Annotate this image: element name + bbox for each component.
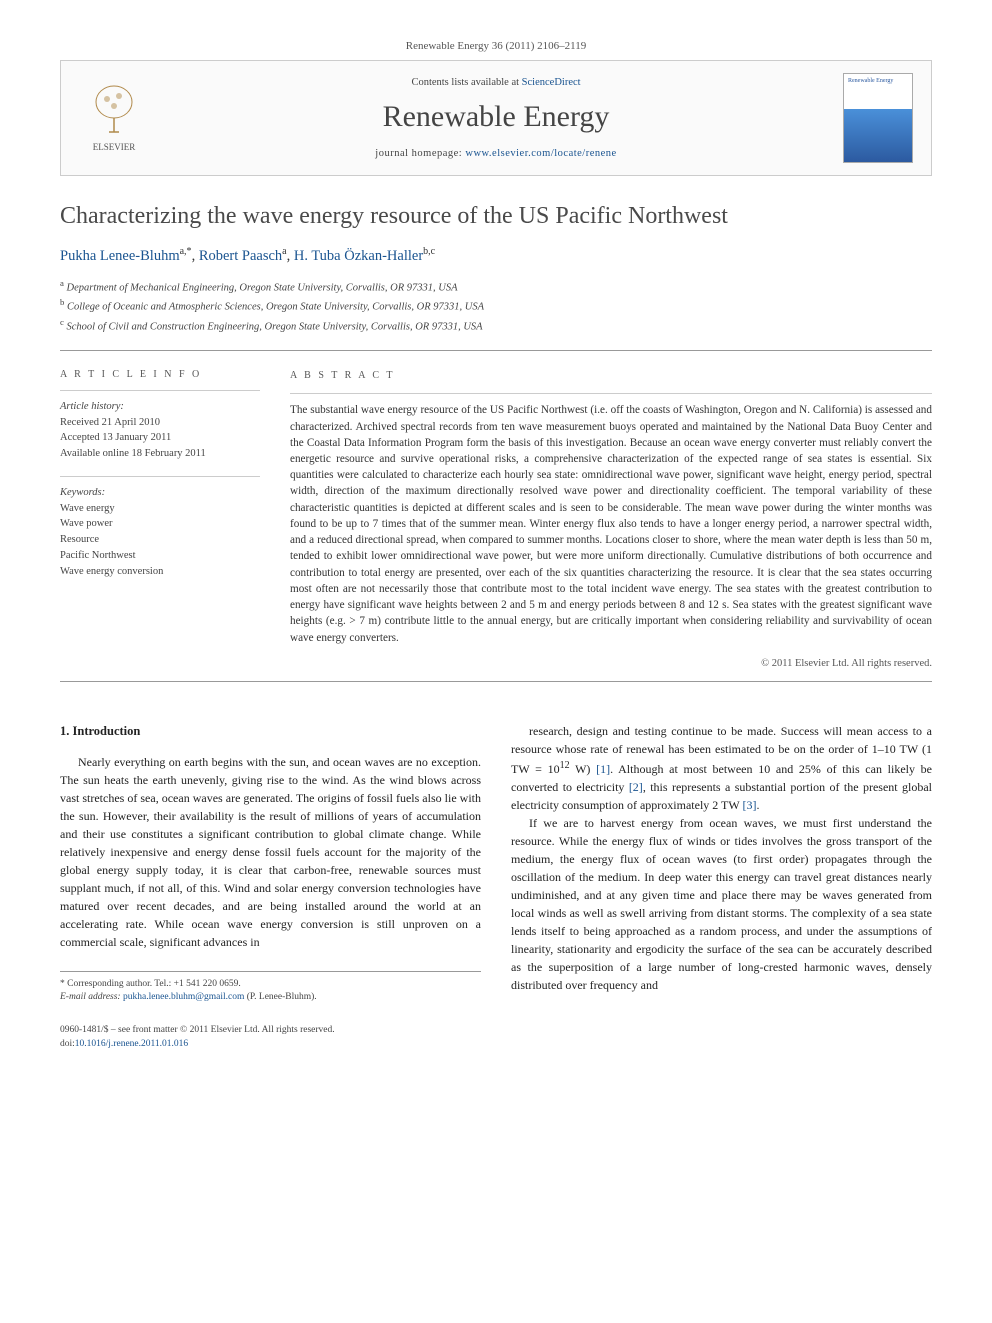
received-date: Received 21 April 2010 xyxy=(60,415,260,431)
journal-name: Renewable Energy xyxy=(149,100,843,134)
homepage-link[interactable]: www.elsevier.com/locate/renene xyxy=(465,148,616,159)
divider xyxy=(60,681,932,682)
author-link-2[interactable]: Robert Paasch xyxy=(199,248,282,264)
text-run: W) xyxy=(570,762,597,776)
body-column-left: 1. Introduction Nearly everything on ear… xyxy=(60,722,481,1051)
divider xyxy=(290,393,932,394)
email-label: E-mail address: xyxy=(60,992,123,1002)
affiliation-a: Department of Mechanical Engineering, Or… xyxy=(67,283,458,294)
article-info-label: A R T I C L E I N F O xyxy=(60,369,260,380)
citation-link[interactable]: [1] xyxy=(596,762,610,776)
body-column-right: research, design and testing continue to… xyxy=(511,722,932,1051)
keyword: Wave energy xyxy=(60,501,260,517)
divider xyxy=(60,476,260,477)
journal-cover-thumb xyxy=(843,73,913,163)
corresponding-line: * Corresponding author. Tel.: +1 541 220… xyxy=(60,978,481,991)
author-link-3[interactable]: H. Tuba Özkan-Haller xyxy=(294,248,423,264)
author-sup-1: a,* xyxy=(180,246,192,257)
keyword: Wave power xyxy=(60,516,260,532)
corresponding-footnote: * Corresponding author. Tel.: +1 541 220… xyxy=(60,971,481,1005)
abstract-panel: A B S T R A C T The substantial wave ene… xyxy=(290,369,932,671)
affiliation-c: School of Civil and Construction Enginee… xyxy=(67,321,483,332)
citation-link[interactable]: [2] xyxy=(629,780,643,794)
author-sep: , xyxy=(192,248,199,264)
journal-citation: Renewable Energy 36 (2011) 2106–2119 xyxy=(60,40,932,52)
author-sup-3: b,c xyxy=(423,246,435,257)
superscript: 12 xyxy=(560,760,570,771)
keyword: Pacific Northwest xyxy=(60,548,260,564)
homepage-line: journal homepage: www.elsevier.com/locat… xyxy=(149,148,843,159)
online-date: Available online 18 February 2011 xyxy=(60,446,260,462)
history-label: Article history: xyxy=(60,399,260,415)
author-list: Pukha Lenee-Bluhma,*, Robert Paascha, H.… xyxy=(60,246,932,265)
author-sep: , xyxy=(287,248,294,264)
abstract-text: The substantial wave energy resource of … xyxy=(290,402,932,646)
doi-link[interactable]: 10.1016/j.renene.2011.01.016 xyxy=(75,1039,188,1049)
email-suffix: (P. Lenee-Bluhm). xyxy=(244,992,316,1002)
sciencedirect-link[interactable]: ScienceDirect xyxy=(522,77,581,88)
body-paragraph: Nearly everything on earth begins with t… xyxy=(60,753,481,951)
publisher-label: ELSEVIER xyxy=(93,142,136,152)
contents-prefix: Contents lists available at xyxy=(411,77,521,88)
divider xyxy=(60,350,932,351)
divider xyxy=(60,390,260,391)
section-heading-1: 1. Introduction xyxy=(60,722,481,741)
elsevier-logo: ELSEVIER xyxy=(79,78,149,158)
keyword: Wave energy conversion xyxy=(60,564,260,580)
keyword: Resource xyxy=(60,532,260,548)
affiliations: a Department of Mechanical Engineering, … xyxy=(60,277,932,335)
text-run: . xyxy=(757,798,760,812)
body-paragraph: If we are to harvest energy from ocean w… xyxy=(511,814,932,994)
doi-prefix: doi: xyxy=(60,1039,75,1049)
citation-link[interactable]: [3] xyxy=(743,798,757,812)
abstract-label: A B S T R A C T xyxy=(290,369,932,384)
accepted-date: Accepted 13 January 2011 xyxy=(60,430,260,446)
doi-block: 0960-1481/$ – see front matter © 2011 El… xyxy=(60,1024,481,1051)
homepage-prefix: journal homepage: xyxy=(375,148,465,159)
body-paragraph: research, design and testing continue to… xyxy=(511,722,932,814)
keywords-label: Keywords: xyxy=(60,485,260,501)
email-link[interactable]: pukha.lenee.bluhm@gmail.com xyxy=(123,992,244,1002)
journal-header-box: ELSEVIER Contents lists available at Sci… xyxy=(60,60,932,176)
elsevier-tree-icon xyxy=(89,84,139,139)
front-matter-line: 0960-1481/$ – see front matter © 2011 El… xyxy=(60,1024,481,1037)
author-link-1[interactable]: Pukha Lenee-Bluhm xyxy=(60,248,180,264)
abstract-copyright: © 2011 Elsevier Ltd. All rights reserved… xyxy=(290,656,932,671)
article-title: Characterizing the wave energy resource … xyxy=(60,201,932,232)
article-info-panel: A R T I C L E I N F O Article history: R… xyxy=(60,369,260,671)
affiliation-b: College of Oceanic and Atmospheric Scien… xyxy=(67,302,484,313)
contents-line: Contents lists available at ScienceDirec… xyxy=(149,77,843,88)
